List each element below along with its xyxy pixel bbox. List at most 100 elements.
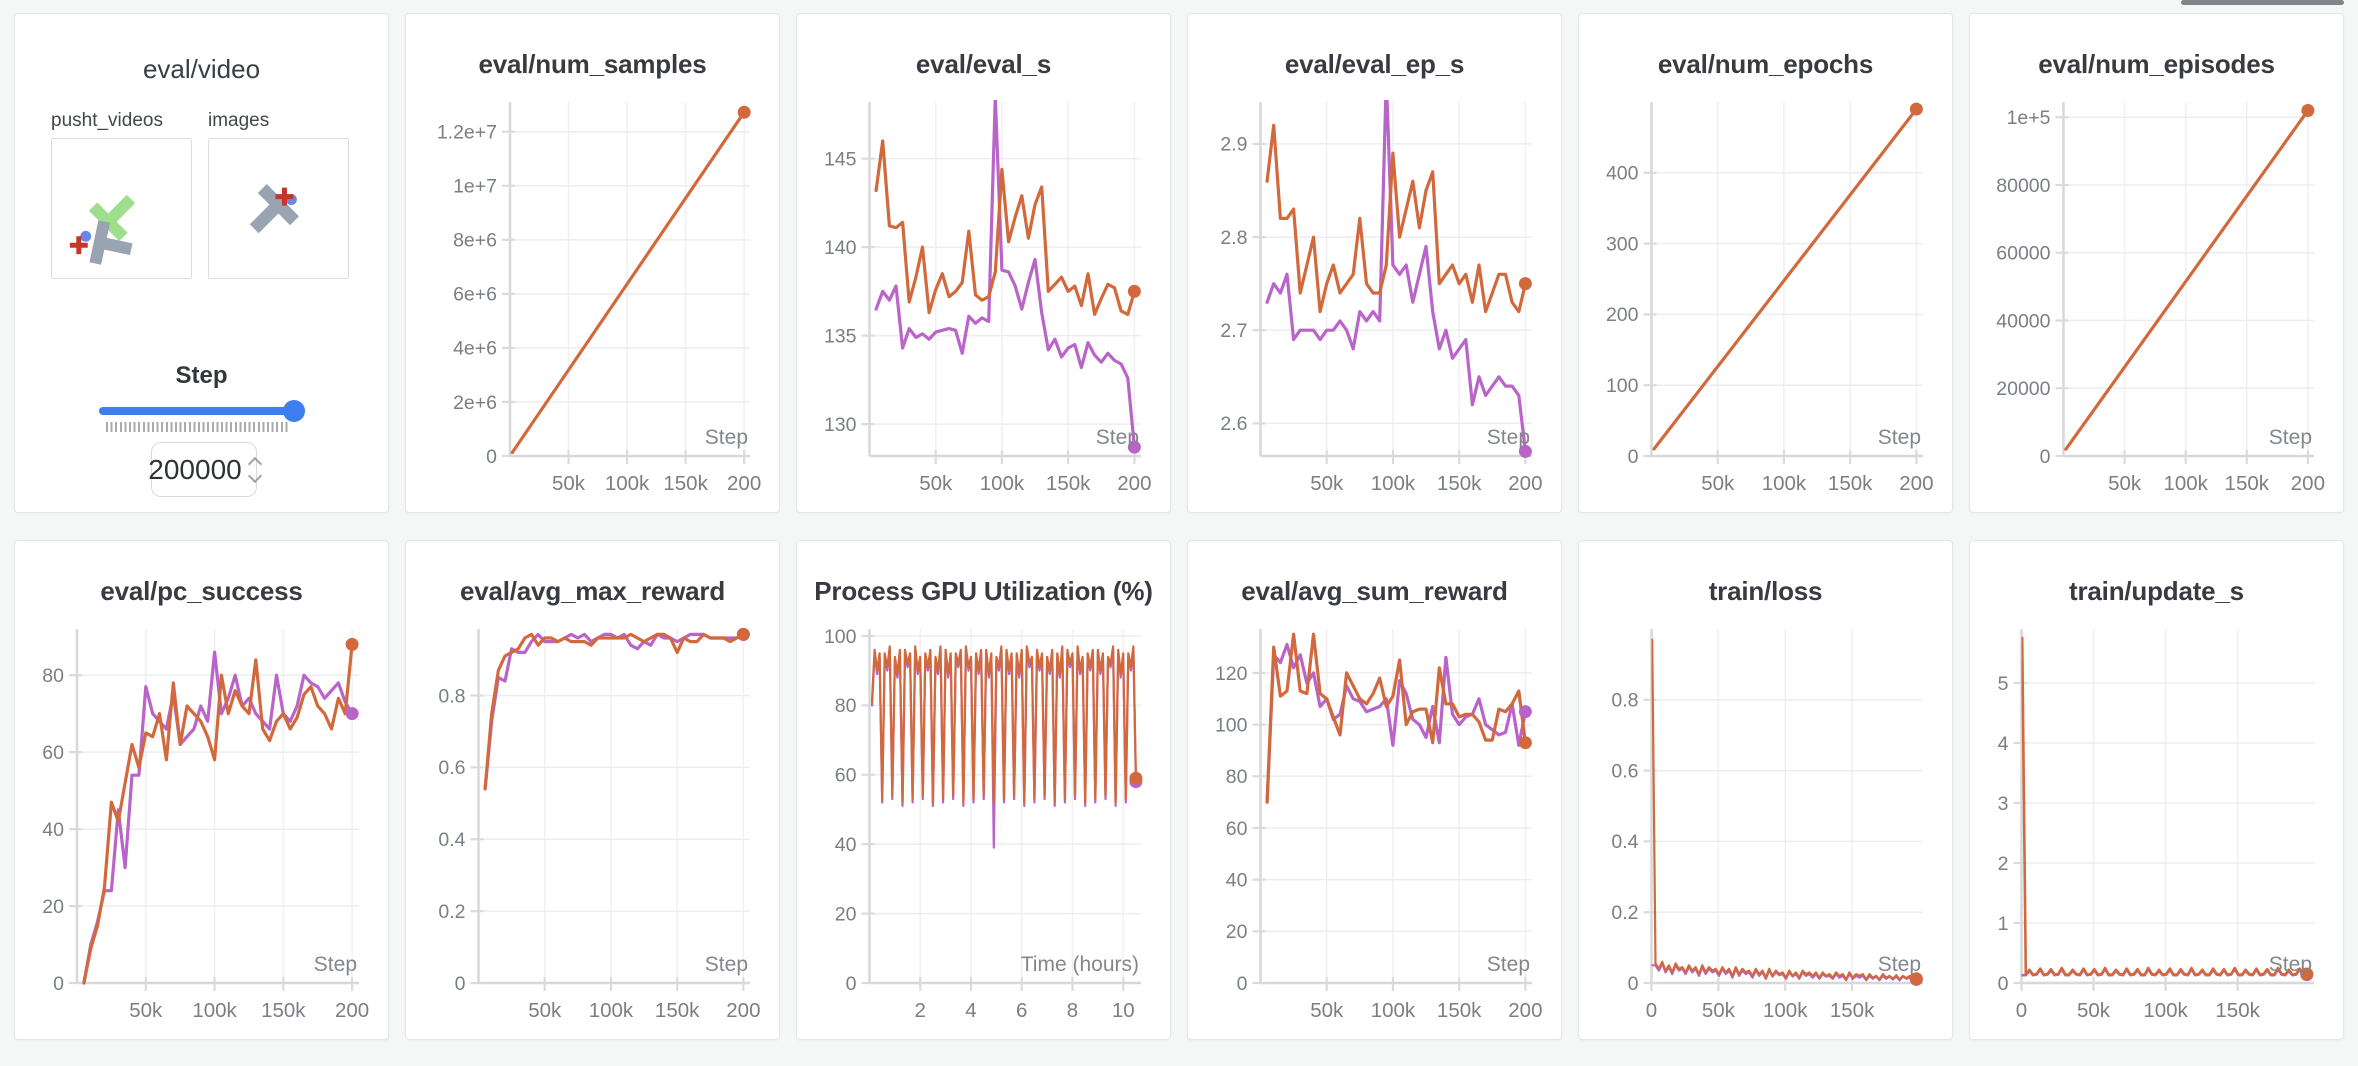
chart-process-gpu-utilization[interactable]: 0 20 40 60 80 100 2 4 6 8 10 Time (hours)	[810, 609, 1157, 1033]
svg-text:200: 200	[1117, 472, 1151, 495]
panel-grid: eval/video pusht_videos images	[14, 13, 2344, 1040]
svg-text:0.4: 0.4	[438, 829, 465, 851]
svg-text:50k: 50k	[2108, 472, 2142, 495]
svg-text:2.8: 2.8	[1220, 227, 1247, 249]
svg-text:150k: 150k	[2225, 472, 2270, 495]
svg-text:150k: 150k	[1437, 472, 1482, 495]
svg-text:20: 20	[42, 896, 64, 918]
svg-text:150k: 150k	[261, 999, 306, 1022]
svg-text:140: 140	[824, 237, 857, 259]
svg-text:200: 200	[335, 999, 369, 1022]
chart-title: eval/eval_ep_s	[1284, 49, 1465, 79]
svg-text:0.8: 0.8	[438, 685, 465, 707]
svg-text:50k: 50k	[129, 999, 163, 1022]
panel-eval-avg-max-reward[interactable]: eval/avg_max_reward 0 0.2 0.4 0.6 0.8 50k 100k…	[405, 540, 780, 1040]
chart-title: eval/pc_success	[100, 576, 303, 606]
svg-text:6: 6	[1016, 999, 1027, 1022]
panel-eval-eval-s[interactable]: eval/eval_s 130 135 140 145 50k 100k 150k 200 St…	[796, 13, 1171, 513]
svg-text:2: 2	[1998, 853, 2009, 875]
svg-text:Step: Step	[2269, 426, 2312, 449]
svg-text:1e+5: 1e+5	[2007, 107, 2051, 129]
svg-text:0: 0	[486, 446, 497, 468]
stepper-arrows[interactable]	[247, 456, 262, 483]
chart-title: eval/eval_s	[915, 49, 1052, 79]
panel-eval-num-epochs[interactable]: eval/num_epochs 0 100 200 300 400 50k 100k 150k…	[1578, 13, 1953, 513]
svg-text:Step: Step	[705, 953, 748, 976]
chevron-down-icon[interactable]	[247, 468, 262, 483]
svg-text:4: 4	[1998, 733, 2009, 755]
svg-text:120: 120	[1215, 663, 1248, 685]
svg-text:135: 135	[824, 325, 857, 347]
svg-text:400: 400	[1606, 163, 1639, 185]
chart-eval-pc-success[interactable]: 0 20 40 60 80 50k 100k 150k 200 Step	[28, 609, 375, 1033]
chart-eval-avg-sum-reward[interactable]: 0 20 40 60 80 100 120 50k 100k 150k 200 Step	[1201, 609, 1548, 1033]
panel-eval-num-samples[interactable]: eval/num_samples 0 2e+6 4e+6 6e+6 8e+6 1e+7 1.…	[405, 13, 780, 513]
svg-text:100: 100	[1215, 714, 1248, 736]
svg-text:Step: Step	[705, 426, 748, 449]
chart-title: eval/num_epochs	[1657, 49, 1874, 79]
step-input[interactable]: 200000	[148, 442, 262, 497]
svg-text:2.9: 2.9	[1220, 134, 1247, 156]
svg-text:50k: 50k	[1310, 999, 1344, 1022]
svg-text:20: 20	[835, 903, 857, 925]
svg-text:200: 200	[2291, 472, 2325, 495]
svg-text:4e+6: 4e+6	[453, 338, 497, 360]
svg-text:200: 200	[1899, 472, 1933, 495]
svg-text:Step: Step	[2269, 953, 2312, 976]
step-slider-label: Step	[175, 362, 228, 389]
svg-text:4: 4	[965, 999, 976, 1022]
chart-title: Process GPU Utilization (%)	[814, 576, 1153, 606]
chart-eval-num-epochs[interactable]: 0 100 200 300 400 50k 100k 150k 200 Step	[1592, 82, 1939, 506]
svg-text:1e+7: 1e+7	[453, 176, 497, 198]
chart-train-update-s[interactable]: 0 1 2 3 4 5 0 50k 100k 150k Step	[1983, 609, 2330, 1033]
svg-text:0: 0	[846, 973, 857, 995]
svg-text:145: 145	[824, 148, 857, 170]
svg-text:6e+6: 6e+6	[453, 284, 497, 306]
svg-text:150k: 150k	[663, 472, 708, 495]
panel-train-update-s[interactable]: train/update_s 0 1 2 3 4 5 0 50k 100k 150k Step	[1969, 540, 2344, 1040]
svg-text:20000: 20000	[1996, 378, 2050, 400]
svg-text:50k: 50k	[552, 472, 586, 495]
panel-eval-pc-success[interactable]: eval/pc_success 0 20 40 60 80 50k 100k 150k 200 S…	[14, 540, 389, 1040]
svg-text:0: 0	[2016, 999, 2027, 1022]
svg-text:0: 0	[455, 973, 466, 995]
chart-eval-eval-ep-s[interactable]: 2.6 2.7 2.8 2.9 50k 100k 150k 200 Step	[1201, 82, 1548, 506]
svg-text:100k: 100k	[2163, 472, 2208, 495]
panel-eval-eval-ep-s[interactable]: eval/eval_ep_s 2.6 2.7 2.8 2.9 50k 100k 150k 20…	[1187, 13, 1562, 513]
svg-text:50k: 50k	[1310, 472, 1344, 495]
svg-text:40: 40	[42, 819, 64, 841]
svg-text:Step: Step	[1878, 953, 1921, 976]
svg-text:2.6: 2.6	[1220, 413, 1247, 435]
chart-eval-avg-max-reward[interactable]: 0 0.2 0.4 0.6 0.8 50k 100k 150k 200 Step	[419, 609, 766, 1033]
step-input-value: 200000	[148, 453, 242, 485]
svg-text:40: 40	[1226, 869, 1248, 891]
svg-text:8: 8	[1067, 999, 1078, 1022]
gray-t-block-icon	[249, 184, 300, 234]
svg-text:50k: 50k	[2077, 999, 2111, 1022]
images-thumbnail[interactable]	[208, 138, 349, 279]
step-slider-thumb[interactable]	[283, 400, 305, 422]
pusht-video-thumbnail[interactable]	[51, 138, 192, 279]
step-slider-ruler	[106, 422, 289, 432]
chart-eval-eval-s[interactable]: 130 135 140 145 50k 100k 150k 200 Step	[810, 82, 1157, 506]
panel-process-gpu-utilization[interactable]: Process GPU Utilization (%) 0 20 40 60 80 100…	[796, 540, 1171, 1040]
svg-text:10: 10	[1112, 999, 1135, 1022]
svg-text:100k: 100k	[1763, 999, 1808, 1022]
svg-text:100k: 100k	[980, 472, 1025, 495]
scrollbar-thumb[interactable]	[2181, 0, 2344, 5]
panel-eval-avg-sum-reward[interactable]: eval/avg_sum_reward 0 20 40 60 80 100 120 50k 10…	[1187, 540, 1562, 1040]
svg-text:100k: 100k	[1371, 472, 1416, 495]
panel-eval-num-episodes[interactable]: eval/num_episodes 0 20000 40000 60000 80000 1…	[1969, 13, 2344, 513]
svg-text:200: 200	[1508, 472, 1542, 495]
svg-text:80: 80	[42, 665, 64, 687]
chart-title: train/loss	[1708, 576, 1823, 606]
step-slider-track[interactable]	[99, 407, 301, 415]
chart-eval-num-episodes[interactable]: 0 20000 40000 60000 80000 1e+5 50k 100k 150k 200 S…	[1983, 82, 2330, 506]
svg-text:8e+6: 8e+6	[453, 230, 497, 252]
chart-eval-num-samples[interactable]: 0 2e+6 4e+6 6e+6 8e+6 1e+7 1.2e+7 50k 100k 150k 20…	[419, 82, 766, 506]
svg-text:150k: 150k	[1828, 472, 1873, 495]
svg-text:150k: 150k	[2215, 999, 2260, 1022]
panel-train-loss[interactable]: train/loss 0 0.2 0.4 0.6 0.8 0 50k 100k 150k Step	[1578, 540, 1953, 1040]
panel-eval-video[interactable]: eval/video pusht_videos images	[14, 13, 389, 513]
